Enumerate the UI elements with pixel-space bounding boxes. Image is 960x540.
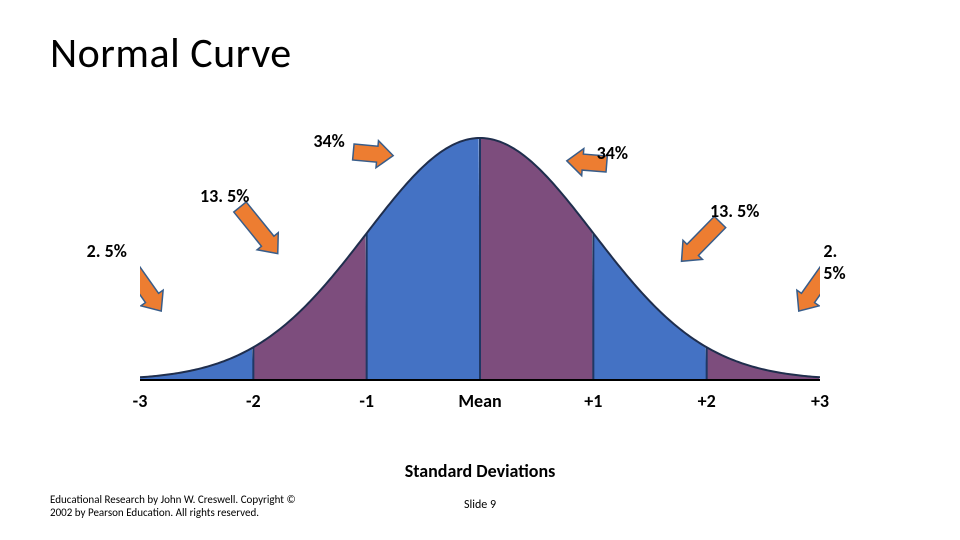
slide-title: Normal Curve <box>50 28 292 79</box>
curve-segment <box>253 235 366 380</box>
x-tick-label: Mean <box>458 390 501 412</box>
pointer-arrow <box>352 138 394 169</box>
slide: Normal Curve -3 -2 -1 Mean +1 +2 +3 34% 13. 5% 2.… <box>0 0 960 540</box>
copyright-footer: Educational Research by John W. Creswell… <box>50 493 310 521</box>
percent-label: 13. 5% <box>710 200 759 222</box>
percent-label: 34% <box>313 130 344 152</box>
percent-label: 34% <box>597 142 628 164</box>
slide-number: Slide 9 <box>464 498 496 512</box>
x-tick-label: +2 <box>698 390 716 412</box>
curve-svg <box>140 120 820 420</box>
x-tick-label: -3 <box>133 390 148 412</box>
curve-segment <box>367 138 480 380</box>
pointer-arrow <box>140 254 172 319</box>
normal-curve-chart: -3-2-1Mean+1+2+334%13. 5%2. 5%34%13. 5%2… <box>140 120 820 420</box>
x-tick-label: -1 <box>359 390 374 412</box>
x-tick-label: -2 <box>246 390 261 412</box>
curve-segment <box>480 138 593 380</box>
x-tick-label: +1 <box>584 390 602 412</box>
x-tick-label: +3 <box>811 390 829 412</box>
pointer-arrow <box>788 254 820 319</box>
pointer-arrow <box>229 198 288 262</box>
axis-caption: Standard Deviations <box>0 460 960 482</box>
percent-label: 2. 5% <box>823 240 845 284</box>
percent-label: 2. 5% <box>87 240 127 262</box>
percent-label: 13. 5% <box>200 185 249 207</box>
